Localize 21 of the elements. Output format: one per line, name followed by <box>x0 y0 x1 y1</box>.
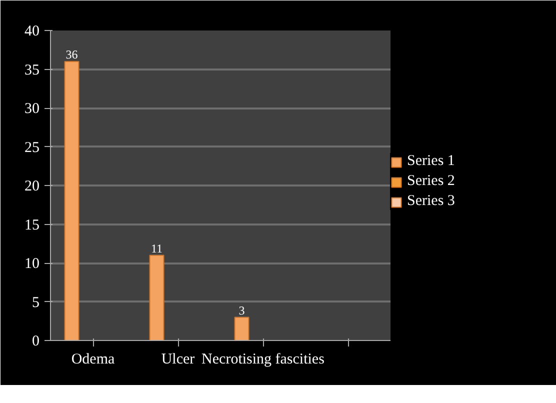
bar <box>234 316 250 340</box>
data-label: 11 <box>150 241 163 256</box>
data-label: 36 <box>66 48 78 62</box>
x-tick-label: Necrotising fascities <box>202 352 325 368</box>
bar <box>149 254 164 340</box>
y-tick-label: 0 <box>32 334 40 350</box>
x-tick-label: Odema <box>71 352 115 368</box>
x-tick-label: Ulcer <box>161 352 195 368</box>
bar <box>64 61 80 340</box>
y-tick-label: 5 <box>32 294 40 311</box>
y-tick-label: 35 <box>24 62 40 78</box>
data-label: 3 <box>238 303 245 318</box>
y-tick-label: 20 <box>24 178 40 194</box>
y-tick-label: 30 <box>24 101 40 117</box>
legend-label: Series 2 <box>407 173 455 190</box>
y-tick-label: 25 <box>24 140 40 156</box>
y-tick-label: 15 <box>24 217 40 234</box>
y-tick-label: 40 <box>24 24 40 40</box>
legend-label: Series 1 <box>407 153 455 170</box>
y-tick-label: 10 <box>24 256 40 272</box>
legend-label: Series 3 <box>407 193 455 210</box>
